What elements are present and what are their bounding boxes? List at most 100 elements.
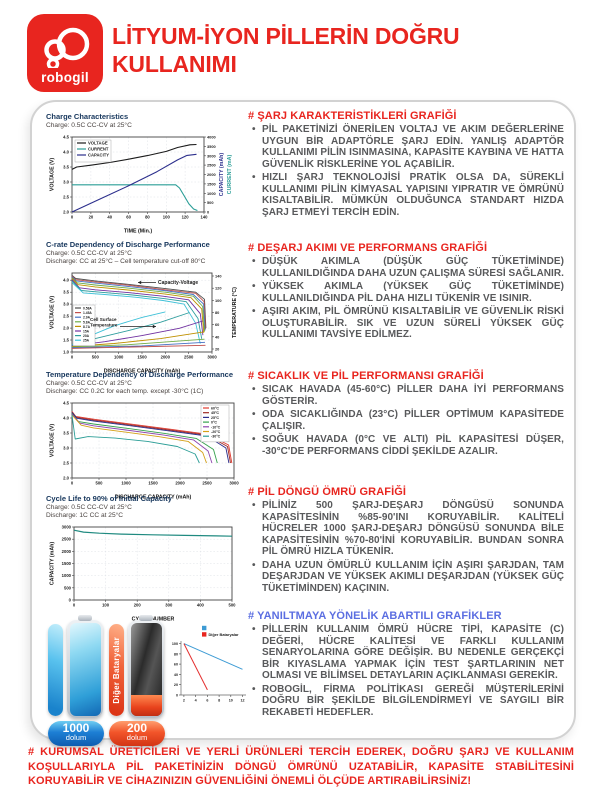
low-battery-illustration bbox=[128, 615, 164, 718]
svg-text:0: 0 bbox=[73, 603, 76, 608]
chart-crate-discharge: C-rate Dependency of Discharge Performan… bbox=[46, 240, 248, 375]
svg-text:2.0: 2.0 bbox=[63, 210, 69, 215]
svg-text:2000: 2000 bbox=[62, 549, 72, 554]
section-desarj-akimi: # DEŞARJ AKIMI VE PERFORMANS GRAFİĞİ DÜŞ… bbox=[248, 242, 564, 343]
svg-text:100: 100 bbox=[163, 215, 171, 220]
svg-text:0.58A: 0.58A bbox=[83, 307, 92, 311]
svg-text:0: 0 bbox=[71, 215, 74, 220]
chart-cycle-life: Cycle Life to 90% of Initial Capacity Ch… bbox=[46, 494, 248, 623]
svg-text:1500: 1500 bbox=[207, 181, 216, 186]
svg-text:3000: 3000 bbox=[207, 355, 217, 360]
svg-text:80: 80 bbox=[215, 310, 219, 315]
svg-text:Diğer Bataryalar: Diğer Bataryalar bbox=[209, 632, 240, 637]
svg-text:500: 500 bbox=[92, 355, 100, 360]
page-title-line2: KULLANIMI bbox=[112, 51, 237, 77]
svg-text:45°C: 45°C bbox=[211, 411, 219, 415]
svg-text:1000: 1000 bbox=[62, 573, 72, 578]
svg-text:DISCHARGE CAPACITY (mAh): DISCHARGE CAPACITY (mAh) bbox=[115, 495, 192, 501]
footer-note: # KURUMSAL ÜRETİCİLERİ VE YERLİ ÜRÜNLERİ… bbox=[28, 746, 574, 787]
chart-subtitle2: Discharge: 1C CC at 25°C bbox=[46, 512, 124, 519]
svg-text:200: 200 bbox=[134, 603, 142, 608]
svg-text:3000: 3000 bbox=[229, 481, 239, 486]
chart-temperature-discharge: Temperature Dependency of Discharge Perf… bbox=[46, 370, 248, 501]
svg-text:500: 500 bbox=[229, 603, 237, 608]
logo-wordmark: robogil bbox=[41, 70, 89, 85]
svg-text:6: 6 bbox=[206, 699, 208, 703]
temperature-discharge-plot: 0 500 1000 1500 2000 2500 3000 2.0 2.5 3.0 3.5 4.0 4… bbox=[46, 398, 248, 501]
svg-text:CAPACITY (mAh): CAPACITY (mAh) bbox=[50, 542, 56, 586]
svg-text:20A: 20A bbox=[83, 334, 90, 338]
bullet-item: HIZLI ŞARJ TEKNOLOJİSİ PRATİK OLSA DA, S… bbox=[252, 172, 564, 218]
svg-text:0: 0 bbox=[207, 210, 209, 215]
page-title: LİTYUM-İYON PİLLERİN DOĞRU KULLANIMI bbox=[112, 22, 552, 78]
svg-text:CURRENT: CURRENT bbox=[88, 147, 109, 152]
svg-text:12: 12 bbox=[240, 699, 244, 703]
svg-text:15A: 15A bbox=[83, 330, 90, 334]
section-heading: # ŞARJ KARAKTERİSTİKLERİ GRAFİĞİ bbox=[248, 110, 457, 122]
svg-text:2.5: 2.5 bbox=[63, 314, 69, 319]
bullet-list: PİLLERİN KULLANIM ÖMRÜ HÜCRE TİPİ, KAPAS… bbox=[248, 624, 564, 718]
svg-text:2500: 2500 bbox=[62, 537, 72, 542]
svg-text:3.0: 3.0 bbox=[63, 446, 69, 451]
bullet-list: SICAK HAVADA (45-60°C) PİLLER DAHA İYİ P… bbox=[248, 384, 564, 457]
bullet-item: ROBOGİL, FİRMA POLİTİKASI GEREĞİ MÜŞTERİ… bbox=[252, 684, 564, 719]
bullet-item: PİL PAKETİNİZİ ÖNERİLEN VOLTAJ VE AKIM D… bbox=[252, 124, 564, 170]
badge-value: 200 bbox=[126, 721, 148, 735]
bullet-item: SICAK HAVADA (45-60°C) PİLLER DAHA İYİ P… bbox=[252, 384, 564, 407]
svg-text:80: 80 bbox=[174, 652, 178, 656]
section-sarj-karakteristikleri: # ŞARJ KARAKTERİSTİKLERİ GRAFİĞİ PİL PAK… bbox=[248, 110, 564, 220]
badge-unit: dolum bbox=[126, 733, 148, 742]
svg-text:140: 140 bbox=[201, 215, 209, 220]
svg-text:8.7A: 8.7A bbox=[83, 325, 91, 329]
svg-text:2.9A: 2.9A bbox=[83, 316, 91, 320]
svg-text:400: 400 bbox=[197, 603, 205, 608]
svg-text:1.5: 1.5 bbox=[63, 338, 69, 343]
svg-text:40: 40 bbox=[174, 673, 178, 677]
svg-text:0: 0 bbox=[69, 598, 72, 603]
svg-text:500: 500 bbox=[96, 481, 104, 486]
svg-text:0: 0 bbox=[176, 694, 178, 698]
svg-text:2000: 2000 bbox=[161, 355, 171, 360]
chart-subtitle: Charge: 0.5C CC-CV at 25°C bbox=[46, 380, 132, 387]
svg-text:8: 8 bbox=[218, 699, 220, 703]
svg-text:1000: 1000 bbox=[121, 481, 131, 486]
svg-text:Capacity-Voltage: Capacity-Voltage bbox=[158, 280, 198, 286]
svg-text:VOLTAGE (V): VOLTAGE (V) bbox=[50, 158, 56, 192]
svg-text:4.5: 4.5 bbox=[63, 401, 69, 406]
svg-text:TEMPERATURE (°C): TEMPERATURE (°C) bbox=[232, 287, 238, 338]
svg-text:3000: 3000 bbox=[62, 525, 72, 530]
svg-text:0: 0 bbox=[71, 481, 74, 486]
svg-text:4.0: 4.0 bbox=[63, 416, 69, 421]
svg-text:3.5: 3.5 bbox=[63, 290, 69, 295]
page-title-line1: LİTYUM-İYON PİLLERİN DOĞRU bbox=[112, 23, 460, 49]
svg-text:0°C: 0°C bbox=[211, 421, 217, 425]
svg-text:80: 80 bbox=[145, 215, 150, 220]
svg-text:VOLTAGE (V): VOLTAGE (V) bbox=[50, 424, 56, 458]
chart-charge-characteristics: Charge Characteristics Charge: 0.5C CC-C… bbox=[46, 112, 248, 235]
svg-text:TIME (Min.): TIME (Min.) bbox=[124, 229, 152, 235]
svg-text:500: 500 bbox=[207, 200, 214, 205]
svg-text:CYCLE NUMBER: CYCLE NUMBER bbox=[132, 617, 175, 623]
svg-text:CAPACITY (mAh): CAPACITY (mAh) bbox=[219, 153, 225, 197]
svg-text:2.0: 2.0 bbox=[63, 476, 69, 481]
svg-text:2.5: 2.5 bbox=[63, 195, 69, 200]
bullet-item: PİLİNİZ 500 ŞARJ-DEŞARJ DÖNGÜSÜ SONUNDA … bbox=[252, 500, 564, 558]
charge-characteristics-plot: 0 20 40 60 80 100 120 140 2.0 2.5 3.0 3.5 4.0 4.5 0 500… bbox=[46, 132, 248, 235]
svg-text:DISCHARGE CAPACITY (mAh): DISCHARGE CAPACITY (mAh) bbox=[104, 369, 181, 375]
svg-text:-10°C: -10°C bbox=[211, 425, 221, 429]
section-heading: # YANILTMAYA YÖNELİK ABARTILI GRAFİKLER bbox=[248, 610, 502, 622]
chart-subtitle: Charge: 0.5C CC-CV at 25°C bbox=[46, 504, 132, 511]
svg-text:4.0: 4.0 bbox=[63, 150, 69, 155]
bullet-list: PİLİNİZ 500 ŞARJ-DEŞARJ DÖNGÜSÜ SONUNDA … bbox=[248, 500, 564, 594]
svg-text:60: 60 bbox=[126, 215, 131, 220]
content-panel: Charge Characteristics Charge: 0.5C CC-C… bbox=[30, 100, 576, 746]
svg-text:4: 4 bbox=[195, 699, 198, 703]
svg-text:10: 10 bbox=[229, 699, 233, 703]
svg-text:3.5: 3.5 bbox=[63, 431, 69, 436]
svg-text:1.45A: 1.45A bbox=[83, 311, 92, 315]
bullet-item: DAHA UZUN ÖMÜRLÜ KULLANIM İÇİN AŞIRI ŞAR… bbox=[252, 560, 564, 595]
svg-text:1.0: 1.0 bbox=[63, 350, 69, 355]
svg-text:100: 100 bbox=[215, 298, 222, 303]
svg-text:Temperature: Temperature bbox=[90, 323, 118, 328]
